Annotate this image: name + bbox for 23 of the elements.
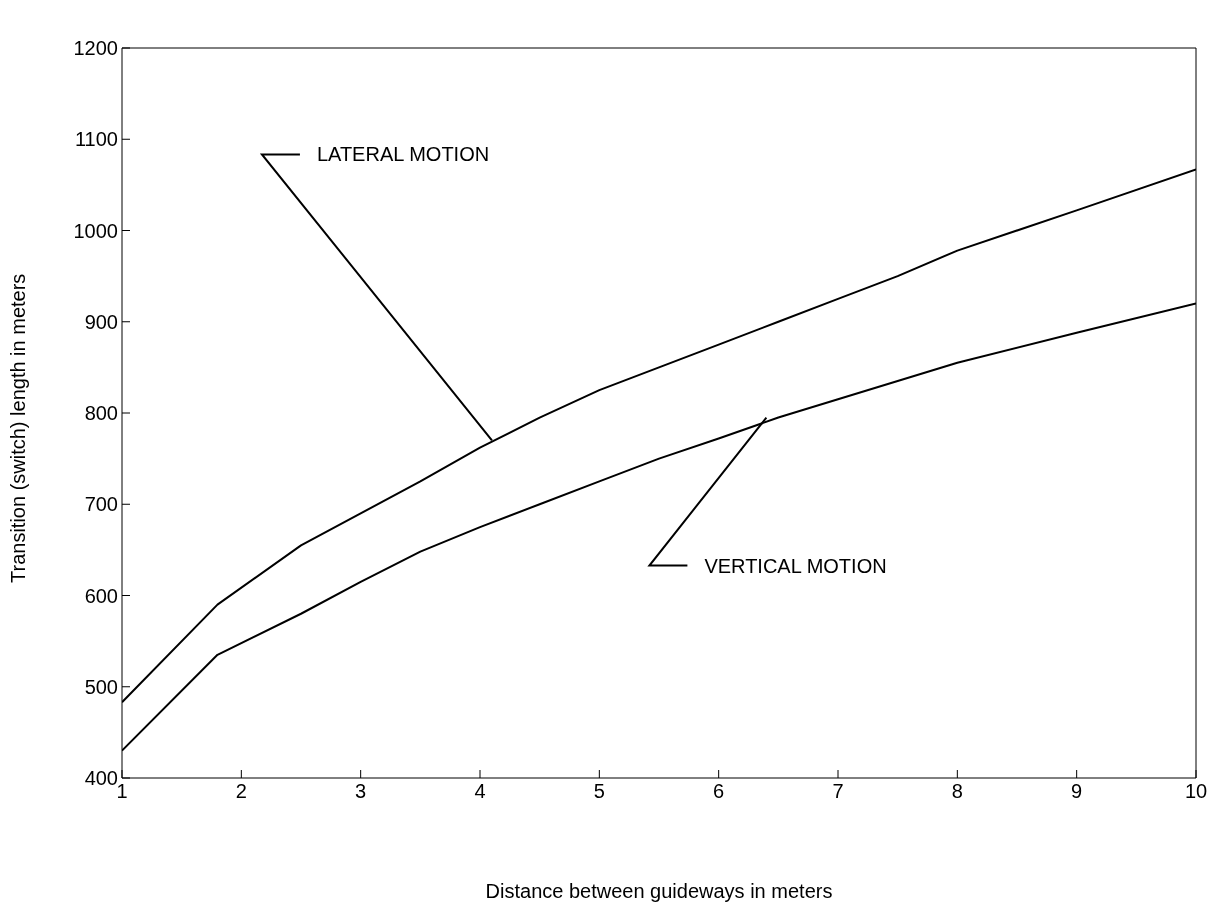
x-tick-label: 1 — [116, 780, 128, 803]
y-tick-label: 900 — [84, 310, 118, 333]
annotation: LATERAL MOTION — [316, 143, 490, 166]
y-tick-label: 500 — [84, 675, 118, 698]
y-axis-title: Transition (switch) length in meters — [7, 273, 30, 583]
y-tick-label: 1000 — [73, 219, 118, 242]
x-tick-label: 2 — [235, 780, 247, 803]
x-tick-label: 10 — [1184, 780, 1208, 803]
x-tick-label: 7 — [832, 780, 844, 803]
y-tick-label: 800 — [84, 402, 118, 425]
x-tick-label: 9 — [1071, 780, 1083, 803]
x-tick-label: 8 — [951, 780, 963, 803]
annotation: VERTICAL MOTION — [704, 554, 887, 577]
y-tick-label: 400 — [84, 767, 118, 790]
y-tick-label: 600 — [84, 584, 118, 607]
y-tick-label: 1200 — [73, 37, 118, 60]
x-tick-label: 3 — [355, 780, 367, 803]
x-axis-title: Distance between guideways in meters — [485, 880, 833, 902]
y-tick-label: 1100 — [74, 128, 118, 151]
y-tick-label: 700 — [84, 493, 118, 516]
x-tick-label: 6 — [713, 780, 725, 803]
x-tick-label: 4 — [474, 780, 486, 803]
x-tick-label: 5 — [593, 780, 605, 803]
